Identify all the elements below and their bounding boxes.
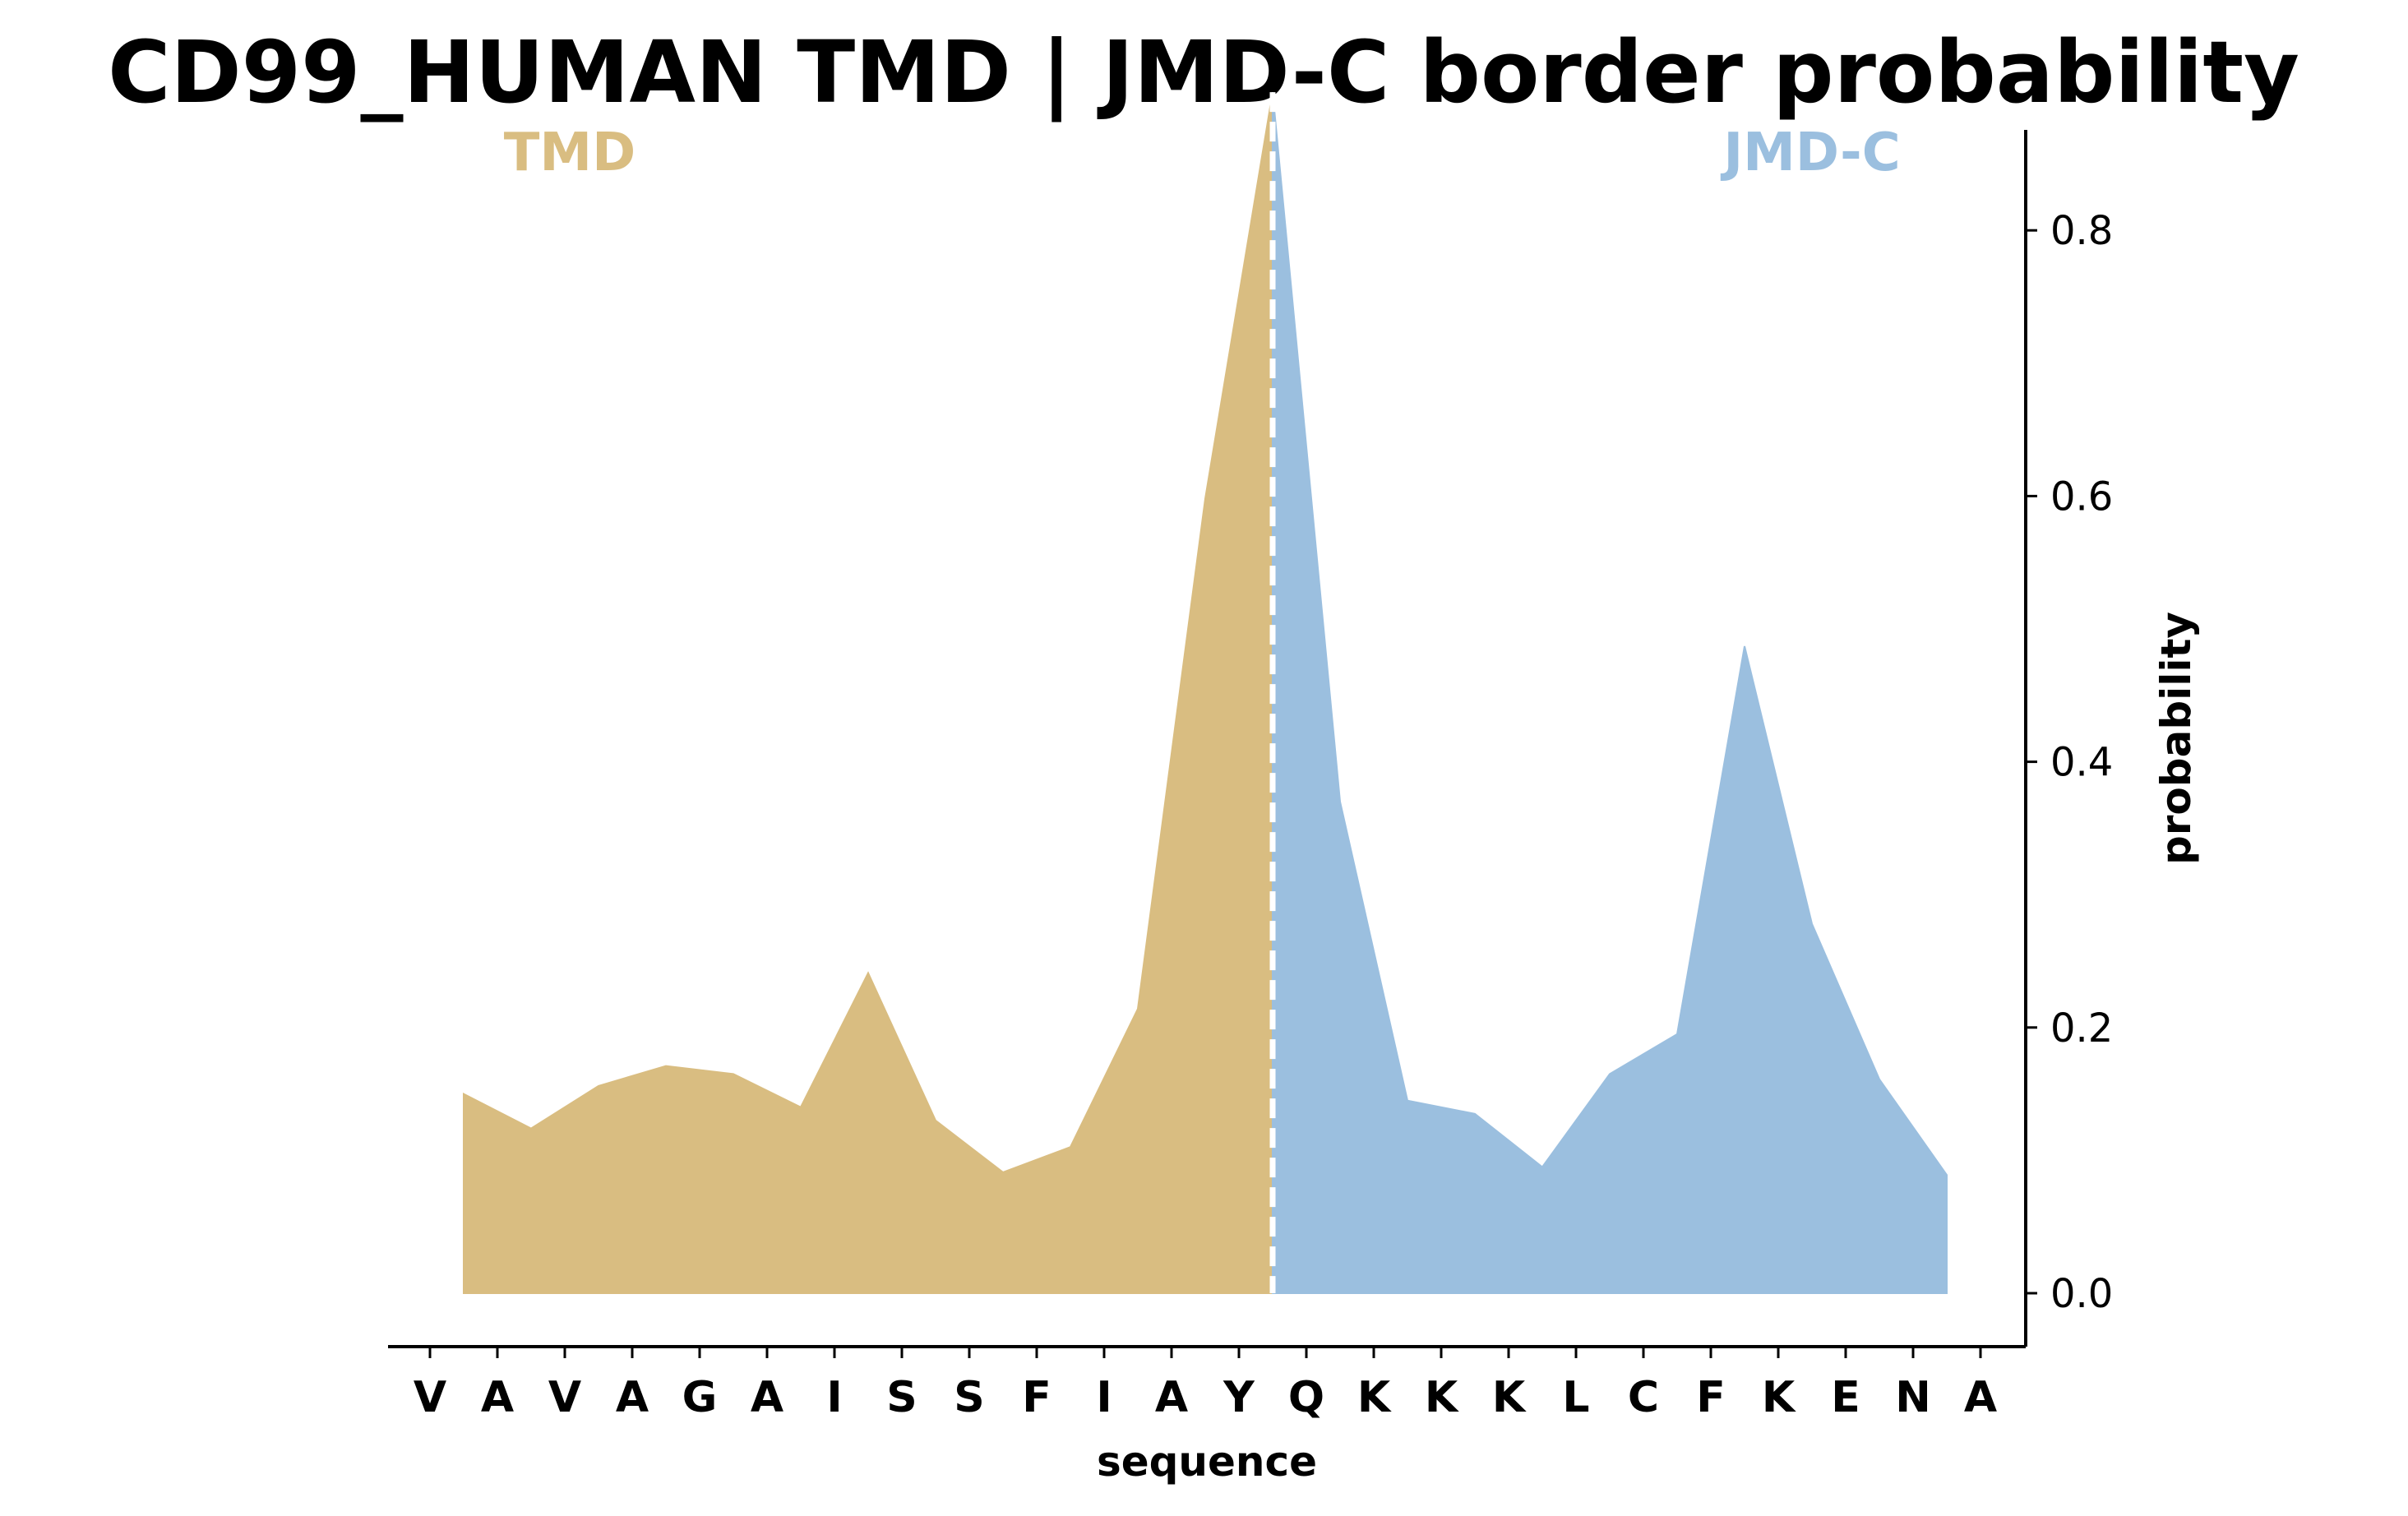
x-tick-label: K <box>1762 1373 1796 1422</box>
x-tick-label: A <box>616 1373 649 1422</box>
x-tick-label: A <box>1964 1373 1997 1422</box>
x-tick-label: G <box>682 1373 718 1422</box>
tmd-region-label: TMD <box>504 122 636 183</box>
x-tick-label: L <box>1562 1373 1589 1422</box>
area-series-group <box>463 91 1948 1294</box>
x-tick-label: E <box>1831 1373 1860 1422</box>
x-tick-label: A <box>481 1373 514 1422</box>
jmd-c-area <box>1272 92 1948 1294</box>
x-tick-label: K <box>1357 1373 1392 1422</box>
x-tick-label: I <box>1096 1373 1112 1422</box>
x-tick-label: I <box>826 1373 842 1422</box>
x-tick-label: Y <box>1222 1373 1255 1422</box>
y-tick-label: 0.8 <box>2050 208 2113 254</box>
y-axis-title: probability <box>2152 612 2200 865</box>
tmd-area <box>463 91 1273 1294</box>
x-tick-label: F <box>1022 1373 1051 1422</box>
x-tick-label: F <box>1696 1373 1726 1422</box>
x-tick-label: V <box>548 1373 581 1422</box>
y-tick-label: 0.4 <box>2050 740 2113 786</box>
y-tick-label: 0.2 <box>2050 1005 2113 1051</box>
y-tick-label: 0.0 <box>2050 1271 2113 1317</box>
x-tick-label: A <box>751 1373 783 1422</box>
x-tick-label: Q <box>1288 1373 1324 1422</box>
x-tick-label: N <box>1895 1373 1931 1422</box>
x-tick-label: A <box>1155 1373 1188 1422</box>
x-tick-label: C <box>1628 1373 1659 1422</box>
x-tick-label: S <box>886 1373 917 1422</box>
y-tick-label: 0.6 <box>2050 474 2113 520</box>
y-tick-group: 0.0 0.2 0.4 0.6 0.8 <box>2026 208 2113 1317</box>
jmd-c-region-label: JMD-C <box>1720 122 1900 183</box>
x-tick-label: S <box>954 1373 984 1422</box>
x-axis-title: sequence <box>1097 1438 1317 1486</box>
x-tick-label: K <box>1425 1373 1459 1422</box>
chart-title: CD99_HUMAN TMD | JMD-C border probabilit… <box>108 22 2299 122</box>
x-tick-label: K <box>1492 1373 1527 1422</box>
x-tick-label: V <box>414 1373 446 1422</box>
